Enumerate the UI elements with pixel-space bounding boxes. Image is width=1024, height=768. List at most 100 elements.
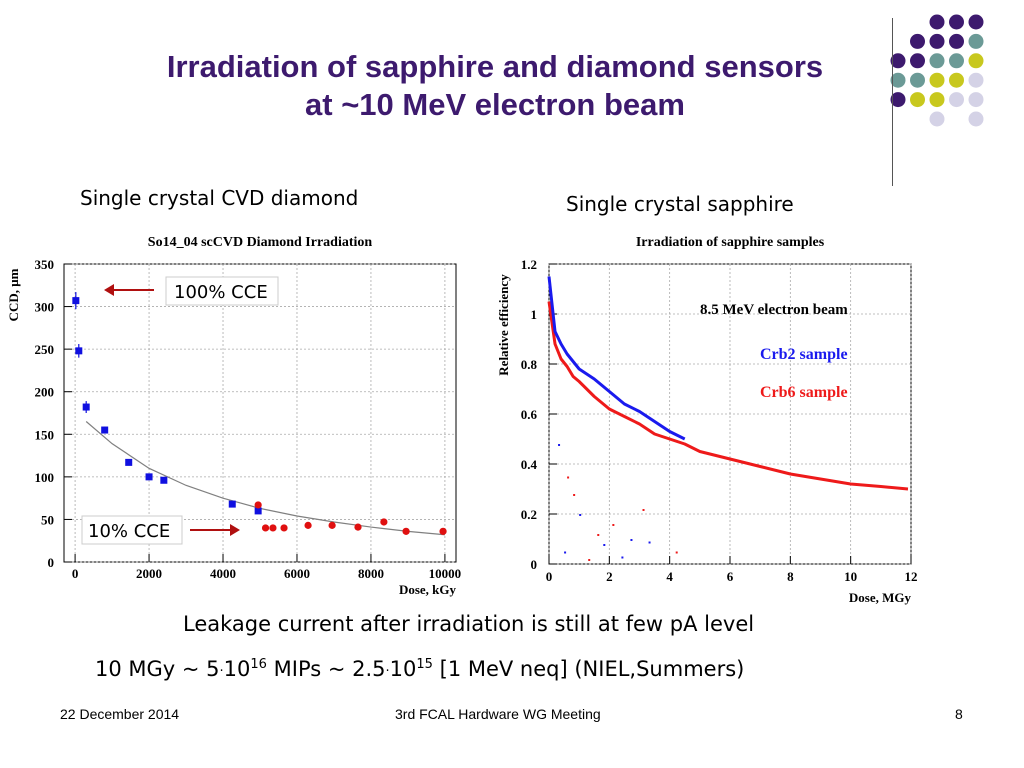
beam-annotation: 8.5 MeV electron beam [700,302,848,318]
x-tick-label: 2 [606,569,613,584]
blue-data-point [160,476,168,484]
y-tick-label: 200 [35,385,55,400]
y-tick-label: 1 [531,307,538,322]
footer-meeting: 3rd FCAL Hardware WG Meeting [395,706,601,722]
decorative-dot [968,53,984,69]
stray-point [630,539,633,541]
equiv-ten-1: 10 [223,657,251,681]
blue-data-point [228,500,236,508]
y-tick-label: 300 [35,300,55,315]
decorative-dot [929,53,945,69]
red-data-point [328,521,336,529]
stray-point [579,514,582,516]
x-tick-label: 4 [666,569,673,584]
decorative-dot [910,33,925,49]
blue-data-point [72,297,80,305]
blue-data-point [145,473,153,481]
equiv-exp-2: 15 [416,657,433,672]
cce100-arrowhead [104,284,114,296]
cce10-label: 10% CCE [88,521,170,542]
leakage-text: Leakage current after irradiation is sti… [183,612,755,636]
title-line-2: at ~10 MeV electron beam [305,87,685,122]
stray-point [558,444,561,446]
red-data-point [280,524,288,532]
decorative-dot [929,92,945,108]
x-tick-label: 4000 [210,566,236,581]
decorative-dot [968,14,984,30]
decorative-dot [949,72,964,88]
sapphire-chart-title: Irradiation of sapphire samples [636,235,825,250]
stray-point [588,559,591,561]
dose-equivalence: 10 MGy ~ 5·1016 MIPs ~ 2.5·1015 [1 MeV n… [95,657,744,681]
blue-data-point [75,347,83,355]
stray-point [603,544,606,546]
equiv-ten-2: 10 [389,657,417,681]
decorative-dot [949,33,964,49]
stray-point [621,556,624,559]
x-tick-label: 8 [787,569,794,584]
decorative-dot [929,111,945,127]
x-tick-label: 2000 [136,566,162,581]
y-tick-label: 0.4 [521,457,538,472]
decorative-dot [949,92,964,108]
y-tick-label: 0 [531,557,538,572]
y-tick-label: 50 [41,512,54,527]
crb2-legend: Crb2 sample [760,346,848,363]
stray-point [642,509,645,511]
decorative-dot [949,14,964,30]
stray-point [612,524,615,526]
x-tick-label: 12 [905,569,918,584]
crb2-series-line [547,276,686,441]
decorative-dot [910,53,925,69]
blue-data-point [101,426,109,434]
footer-page-number: 8 [955,706,963,722]
blue-data-point [254,507,262,515]
blue-data-point [82,403,90,411]
y-tick-label: 0.8 [521,357,538,372]
cce100-label: 100% CCE [174,282,268,303]
decorative-dot [929,14,945,30]
cce100-box [165,276,279,306]
x-tick-label: 6000 [284,566,310,581]
sapphire-caption: Single crystal sapphire [566,192,794,216]
crb6-legend: Crb6 sample [760,384,848,401]
decorative-dot [929,33,945,49]
y-tick-label: 0.6 [521,407,538,422]
red-data-point [254,501,262,509]
decorative-dot [949,53,964,69]
decorative-dot [968,92,984,108]
decorative-dot-grid [890,14,984,127]
diamond-y-label: CCD, μm [6,268,21,321]
y-tick-label: 0 [48,555,55,570]
title-line-1: Irradiation of sapphire and diamond sens… [166,49,824,84]
equiv-dot-1: · [219,664,224,679]
red-data-point [354,523,362,531]
diamond-x-label: Dose, kGy [399,582,457,597]
cce10-arrowhead [230,524,240,536]
cce10-box [81,515,183,545]
footer-date: 22 December 2014 [60,706,180,722]
decorative-dot [890,92,906,108]
x-tick-label: 6 [727,569,734,584]
x-tick-label: 8000 [358,566,384,581]
equiv-part-a: 10 MGy ~ 5 [95,657,220,681]
equiv-exp-1: 16 [250,657,267,672]
stray-point [573,494,576,496]
y-tick-label: 1.2 [521,257,537,272]
decorative-dot [910,72,925,88]
y-tick-label: 0.2 [521,507,537,522]
stray-point [648,541,651,544]
y-tick-label: 150 [35,427,55,442]
sapphire-chart: Irradiation of sapphire samples 0 0.2 0.4 0… [496,235,918,605]
diamond-chart-title: So14_04 scCVD Diamond Irradiation [148,235,373,250]
slide-title: Irradiation of sapphire and diamond sens… [0,48,990,124]
y-tick-label: 350 [35,257,55,272]
stray-point [597,534,600,536]
x-tick-label: 0 [546,569,553,584]
red-data-point [304,521,312,529]
crb6-series-line [547,301,909,491]
red-data-point [261,524,270,532]
diamond-caption: Single crystal CVD diamond [80,186,359,210]
y-tick-label: 250 [35,342,55,357]
diamond-chart: So14_04 scCVD Diamond Irradiation 0 50 100… [6,235,461,597]
